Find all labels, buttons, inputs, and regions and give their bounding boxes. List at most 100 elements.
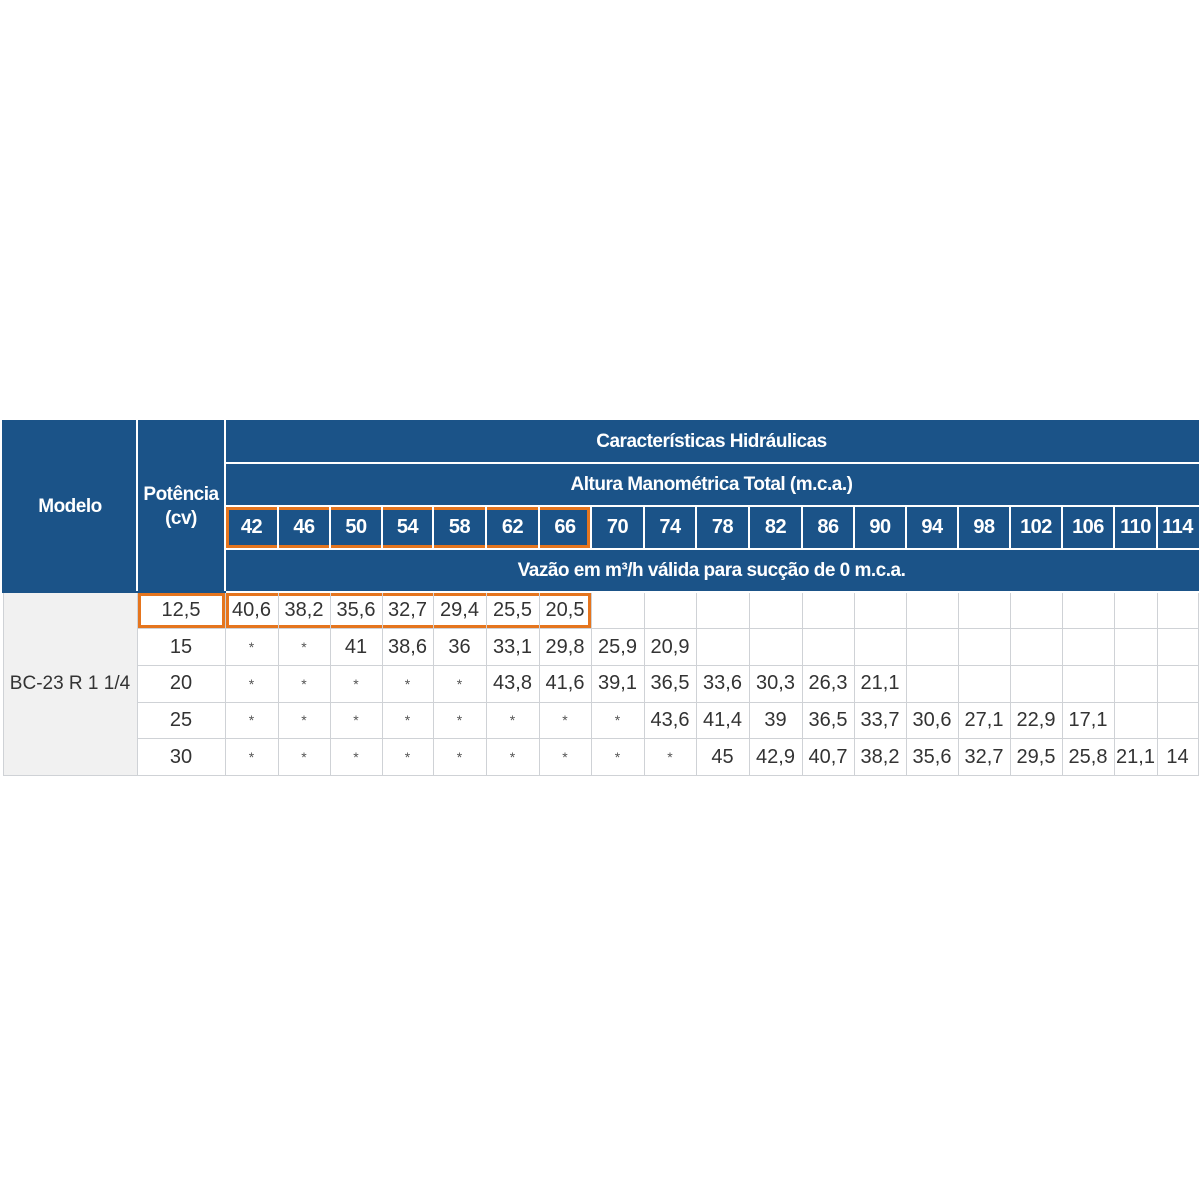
height-header-cell: 70 <box>590 505 645 550</box>
flow-value-cell: 45 <box>695 738 750 776</box>
flow-value-cell: 32,7 <box>957 738 1011 776</box>
height-header-cell: 66 <box>538 505 592 550</box>
flow-value-cell: 35,6 <box>329 591 383 630</box>
header-row-flow-title: Vazão em m³/h válida para sucção de 0 m.… <box>3 548 1200 593</box>
flow-value-cell: * <box>538 701 592 740</box>
flow-value-cell: 33,6 <box>695 664 750 703</box>
flow-value-cell: 25,5 <box>485 591 540 630</box>
flow-value-cell: 40,7 <box>801 738 855 776</box>
flow-value-cell: 20,5 <box>538 591 592 630</box>
flow-value-cell: 29,8 <box>538 628 592 666</box>
header-row-height-title: Altura Manométrica Total (m.c.a.) <box>3 462 1200 507</box>
flow-value-cell <box>1061 591 1115 630</box>
flow-value-cell: * <box>224 628 279 666</box>
flow-value-cell: 29,5 <box>1009 738 1063 776</box>
flow-value-cell: * <box>432 738 487 776</box>
power-cell: 12,5 <box>136 591 226 630</box>
flow-value-cell: * <box>432 701 487 740</box>
flow-value-cell: * <box>277 738 331 776</box>
flow-value-cell: 41,4 <box>695 701 750 740</box>
flow-value-cell: * <box>538 738 592 776</box>
flow-value-cell: * <box>485 738 540 776</box>
flow-value-cell <box>1113 701 1158 740</box>
flow-value-cell <box>1009 628 1063 666</box>
flow-value-cell: 29,4 <box>432 591 487 630</box>
flow-value-cell: 36 <box>432 628 487 666</box>
flow-value-cell: * <box>590 738 645 776</box>
flow-value-cell: * <box>224 738 279 776</box>
flow-value-cell <box>1113 628 1158 666</box>
flow-value-cell <box>905 591 959 630</box>
flow-value-cell: 30,3 <box>748 664 803 703</box>
flow-value-cell: 33,1 <box>485 628 540 666</box>
power-cell: 15 <box>136 628 226 666</box>
flow-value-cell: 38,2 <box>277 591 331 630</box>
flow-value-cell <box>1156 664 1199 703</box>
flow-value-cell: * <box>329 738 383 776</box>
flow-value-cell: 21,1 <box>853 664 907 703</box>
modelo-header: Modelo <box>2 420 138 593</box>
height-header-cell: 46 <box>277 505 331 550</box>
power-cell: 20 <box>136 664 226 703</box>
table-row: BC-23 R 1 1/4 12,5 40,6 38,2 35,6 32,7 29,4 25,… <box>2 591 1199 776</box>
table-row: 30 * * * * * * * * * 45 42,9 40,7 38,2 35,6 32,7 29,5 25,… <box>3 738 1199 776</box>
flow-value-cell: 30,6 <box>905 701 959 740</box>
height-header-cell: 62 <box>485 505 540 550</box>
flow-value-cell <box>748 591 803 630</box>
flow-value-cell <box>1156 591 1199 630</box>
flow-value-cell: * <box>329 701 383 740</box>
flow-value-cell <box>643 591 697 630</box>
flow-value-cell: 35,6 <box>905 738 959 776</box>
flow-value-cell: 27,1 <box>957 701 1011 740</box>
flow-value-cell: 25,9 <box>590 628 645 666</box>
flow-value-cell: 36,5 <box>801 701 855 740</box>
flow-value-cell: * <box>432 664 487 703</box>
flow-value-cell: 21,1 <box>1113 738 1158 776</box>
flow-value-cell <box>1009 664 1063 703</box>
flow-value-cell: * <box>485 701 540 740</box>
flow-value-cell <box>957 591 1011 630</box>
table-row: 20 * * * * * 43,8 41,6 39,1 36,5 33,6 30,3 26,3 21,1 <box>3 664 1199 703</box>
height-header-cell: 74 <box>643 505 697 550</box>
hydraulic-characteristics-table: Modelo Potência (cv) Características Hid… <box>2 420 1200 776</box>
power-cell: 25 <box>136 701 226 740</box>
flow-value-cell: 40,6 <box>224 591 279 630</box>
flow-value-cell: * <box>590 701 645 740</box>
table-row: 15 * * 41 38,6 36 33,1 29,8 25,9 20,9 <box>3 628 1199 666</box>
flow-value-cell <box>801 591 855 630</box>
flow-value-cell: 43,6 <box>643 701 697 740</box>
flow-value-cell: * <box>329 664 383 703</box>
height-header-cell: 98 <box>957 505 1011 550</box>
model-name-cell: BC-23 R 1 1/4 <box>2 591 138 776</box>
flow-value-cell: 22,9 <box>1009 701 1063 740</box>
flow-value-cell: * <box>643 738 697 776</box>
flow-value-cell: 17,1 <box>1061 701 1115 740</box>
flow-value-cell: 38,6 <box>381 628 434 666</box>
power-cell: 30 <box>136 738 226 776</box>
flow-value-cell <box>1156 628 1199 666</box>
flow-value-cell: * <box>224 664 279 703</box>
height-header-cell: 54 <box>381 505 434 550</box>
height-header-cell: 106 <box>1061 505 1115 550</box>
flow-value-cell: 25,8 <box>1061 738 1115 776</box>
flow-value-cell: * <box>224 701 279 740</box>
flow-value-cell <box>1156 701 1199 740</box>
potencia-header: Potência (cv) <box>136 420 226 593</box>
height-header-cell: 90 <box>853 505 907 550</box>
flow-value-cell <box>853 591 907 630</box>
flow-value-cell: 41,6 <box>538 664 592 703</box>
flow-value-cell <box>695 628 750 666</box>
header-row-heights: 42 46 50 54 58 62 66 70 74 78 82 86 90 94 98 102 106 110 1… <box>3 505 1200 550</box>
height-header-cell: 110 <box>1113 505 1158 550</box>
flow-value-cell: 41 <box>329 628 383 666</box>
flow-value-cell: 20,9 <box>643 628 697 666</box>
flow-value-cell <box>1061 628 1115 666</box>
table-row: 25 * * * * * * * * 43,6 41,4 39 36,5 33,7 30,6 27,1 22,9… <box>3 701 1199 740</box>
height-header-cell: 86 <box>801 505 855 550</box>
group-title-header: Características Hidráulicas <box>223 420 1200 464</box>
flow-value-cell: 36,5 <box>643 664 697 703</box>
flow-title-header: Vazão em m³/h válida para sucção de 0 m.… <box>223 548 1200 593</box>
flow-value-cell <box>801 628 855 666</box>
flow-value-cell: * <box>277 664 331 703</box>
height-header-cell: 42 <box>224 505 279 550</box>
